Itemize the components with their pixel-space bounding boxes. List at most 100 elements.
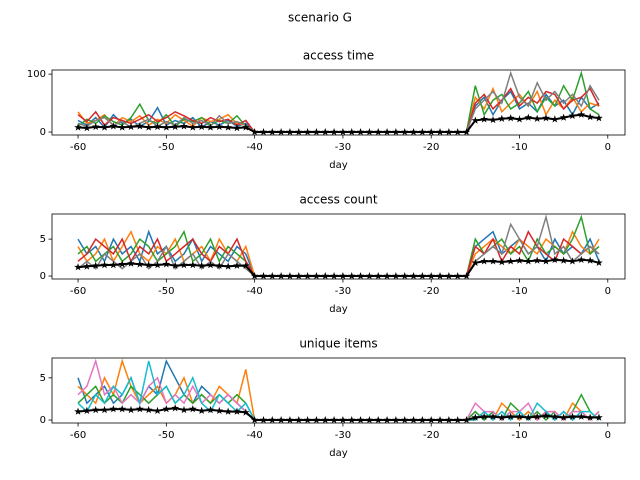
star-marker: [74, 263, 82, 271]
star-marker: [551, 412, 559, 420]
suptitle: scenario G: [288, 11, 352, 25]
star-marker: [506, 257, 515, 265]
star-marker: [162, 405, 171, 413]
star-marker: [295, 272, 303, 279]
star-marker: [330, 272, 338, 279]
star-marker: [418, 272, 427, 279]
star-marker: [347, 128, 356, 135]
star-marker: [197, 406, 206, 414]
star-marker: [153, 261, 162, 269]
star-marker: [471, 116, 480, 124]
star-marker: [83, 406, 91, 414]
star-marker: [409, 416, 418, 423]
star-marker: [524, 257, 533, 265]
star-marker: [295, 416, 303, 423]
star-marker: [162, 123, 171, 131]
star-marker: [436, 272, 444, 279]
series-line: [77, 229, 600, 277]
star-marker: [215, 122, 224, 131]
star-marker: [409, 272, 418, 279]
x-tick-label: -50: [158, 430, 174, 441]
star-marker: [242, 408, 250, 416]
x-tick-label: -20: [423, 142, 439, 153]
y-tick-label: 5: [40, 373, 46, 384]
star-marker: [74, 123, 82, 131]
x-tick-label: -60: [70, 430, 86, 441]
x-tick-label: -50: [158, 142, 174, 153]
star-marker: [250, 416, 259, 423]
star-marker: [189, 405, 197, 413]
star-marker: [127, 405, 135, 414]
x-tick-label: -40: [246, 430, 262, 441]
x-tick-label: -50: [158, 286, 174, 297]
star-marker: [100, 261, 109, 269]
star-marker: [197, 122, 206, 131]
star-marker: [586, 413, 594, 421]
star-marker: [233, 124, 241, 132]
star-marker: [392, 416, 400, 423]
x-tick-label: -40: [246, 286, 262, 297]
star-marker: [506, 412, 515, 420]
star-marker: [356, 272, 365, 279]
axes-frame: [51, 213, 626, 280]
star-marker: [551, 115, 559, 123]
star-marker: [303, 416, 312, 423]
star-marker: [489, 115, 497, 124]
star-marker: [462, 128, 471, 135]
star-marker: [153, 122, 162, 131]
star-marker: [568, 111, 577, 120]
star-marker: [445, 416, 453, 423]
x-axis-label: day: [329, 304, 347, 315]
star-marker: [586, 113, 594, 121]
x-axis-label: day: [329, 448, 347, 459]
x-tick-label: -60: [70, 286, 86, 297]
star-marker: [286, 128, 294, 135]
x-axis-label: day: [329, 160, 347, 171]
star-marker: [374, 272, 382, 279]
star-marker: [515, 115, 524, 123]
star-marker: [418, 128, 427, 135]
star-marker: [489, 257, 497, 265]
star-marker: [427, 416, 435, 423]
star-marker: [224, 407, 232, 415]
x-tick-label: -10: [511, 286, 527, 297]
series-line: [77, 70, 600, 133]
star-marker: [445, 128, 453, 135]
star-marker: [498, 114, 506, 122]
star-marker: [242, 123, 250, 131]
star-marker: [206, 261, 215, 269]
star-marker: [277, 128, 285, 135]
star-marker: [127, 259, 135, 267]
star-marker: [321, 272, 330, 279]
star-marker: [233, 407, 241, 415]
star-marker: [206, 123, 215, 131]
star-marker: [418, 416, 427, 423]
y-tick-label: 0: [40, 127, 46, 138]
y-tick-label: 5: [40, 234, 46, 245]
star-marker: [533, 412, 541, 420]
star-marker: [409, 128, 418, 135]
x-tick-label: 0: [605, 430, 611, 441]
star-marker: [277, 272, 285, 279]
x-tick-label: 0: [605, 142, 611, 153]
star-marker: [162, 260, 171, 268]
star-marker: [374, 416, 382, 423]
star-marker: [91, 122, 100, 131]
star-marker: [498, 258, 506, 266]
star-marker: [83, 262, 91, 270]
star-marker: [312, 416, 321, 423]
star-marker: [171, 404, 179, 412]
star-marker: [144, 123, 153, 131]
star-marker: [374, 128, 382, 135]
star-marker: [171, 122, 179, 131]
star-marker: [250, 128, 259, 135]
star-marker: [330, 128, 338, 135]
star-marker: [136, 260, 144, 268]
star-marker: [365, 128, 374, 135]
star-marker: [330, 416, 338, 423]
star-marker: [171, 261, 179, 269]
star-marker: [577, 255, 586, 263]
plot-area: [74, 214, 603, 279]
star-marker: [109, 261, 118, 269]
